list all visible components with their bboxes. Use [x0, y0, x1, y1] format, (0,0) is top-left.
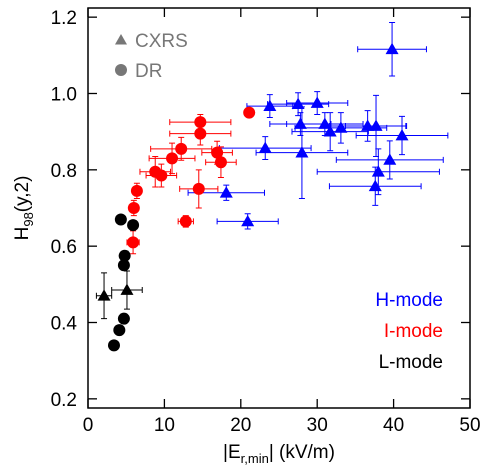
point — [127, 219, 140, 232]
y-label-part: (y,2) — [12, 176, 33, 213]
y-tick-label: 0.4 — [51, 314, 78, 335]
point — [219, 186, 233, 198]
point — [241, 214, 255, 227]
legend-entry: I-mode — [384, 321, 443, 342]
point — [369, 119, 383, 131]
point — [293, 117, 307, 129]
point — [383, 153, 397, 165]
point — [295, 146, 309, 158]
y-axis-label: H98(y,2) — [12, 176, 36, 241]
x-label-part: | (kV/m) — [269, 442, 335, 463]
point — [385, 42, 399, 55]
x-tick-label: 10 — [154, 415, 175, 436]
legend-marker — [115, 64, 127, 76]
point — [214, 156, 227, 169]
point — [263, 99, 277, 111]
x-label-sub: r,min — [241, 451, 269, 466]
point — [310, 96, 324, 108]
point — [194, 116, 207, 129]
point — [97, 289, 111, 301]
point — [334, 121, 348, 133]
x-tick-label: 50 — [459, 415, 480, 436]
y-tick-label: 0.6 — [51, 237, 77, 258]
legend-entry: L-mode — [379, 352, 443, 373]
x-tick-label: 40 — [383, 415, 404, 436]
point — [118, 249, 131, 262]
point — [107, 339, 120, 352]
y-label-part: H — [12, 227, 33, 241]
point — [179, 215, 192, 228]
x-tick-label: 0 — [83, 415, 94, 436]
point — [130, 184, 143, 197]
x-tick-label: 30 — [307, 415, 328, 436]
point — [117, 259, 130, 272]
point — [323, 125, 337, 137]
point — [127, 236, 140, 249]
point — [175, 142, 188, 155]
legend-label: CXRS — [135, 31, 188, 52]
y-tick-label: 0.8 — [51, 161, 77, 182]
point — [318, 117, 332, 129]
point — [211, 146, 224, 159]
point — [243, 106, 256, 119]
point — [361, 119, 375, 131]
legend-label: DR — [135, 61, 162, 82]
y-label-sub: 98 — [21, 212, 36, 226]
point — [155, 169, 168, 182]
point — [194, 127, 207, 140]
point — [117, 312, 130, 325]
legend-marker — [115, 34, 127, 45]
point — [127, 202, 140, 214]
y-tick-label: 1.0 — [51, 84, 77, 105]
point — [258, 141, 272, 153]
legend-entry: H-mode — [375, 290, 443, 311]
point — [113, 324, 126, 337]
x-axis-label: |Er,min| (kV/m) — [223, 442, 335, 466]
point — [120, 283, 134, 295]
point — [395, 128, 409, 141]
y-tick-label: 1.2 — [51, 8, 77, 29]
point — [166, 152, 179, 165]
plot-frame — [87, 7, 471, 409]
x-tick-label: 20 — [230, 415, 251, 436]
y-tick-label: 0.2 — [51, 390, 77, 411]
x-label-part: |E — [223, 442, 241, 463]
point — [368, 179, 382, 192]
point — [192, 182, 205, 195]
point — [114, 213, 127, 226]
